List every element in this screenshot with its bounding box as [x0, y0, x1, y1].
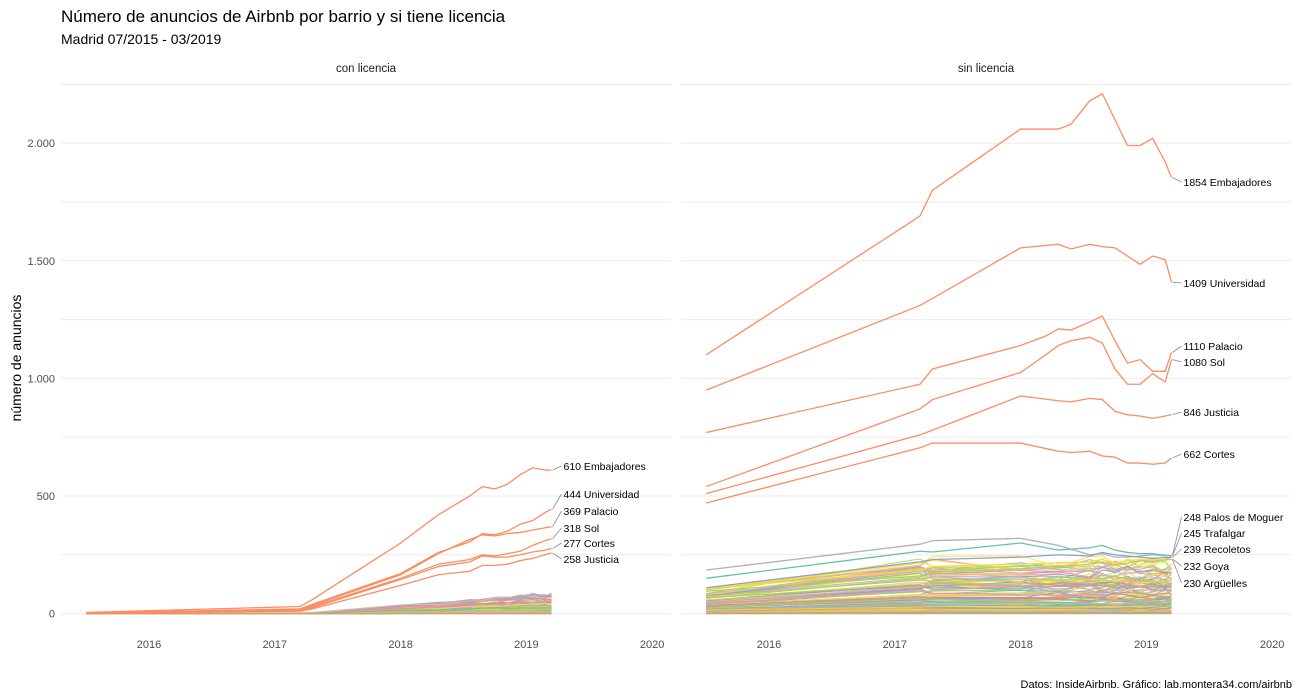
label-leader-line — [552, 552, 562, 560]
strip-con-licencia: con licencia — [336, 63, 397, 75]
end-label: 239 Recoletos — [1184, 544, 1251, 556]
background-series-line — [706, 584, 1172, 604]
strip-sin-licencia: sin licencia — [958, 63, 1015, 75]
grid-layer — [61, 83, 1291, 615]
background-series — [86, 555, 1172, 615]
x-tick-label: 2020 — [1260, 639, 1284, 651]
background-series-line — [86, 594, 552, 614]
x-tick-label: 2016 — [137, 639, 161, 651]
chart-title: Número de anuncios de Airbnb por barrio … — [61, 7, 506, 26]
label-leader-line — [1172, 559, 1182, 584]
series-line-palos-de-moguer — [706, 537, 1172, 571]
series-line-trafalgar — [706, 542, 1172, 579]
background-series-line — [706, 611, 1172, 614]
x-tick-label: 2016 — [757, 639, 781, 651]
series-line-universidad — [705, 243, 1173, 391]
series-line-sol — [86, 538, 552, 614]
label-leader-line — [1172, 532, 1182, 557]
background-series-line — [706, 576, 1172, 599]
label-leader-line — [1172, 177, 1182, 183]
label-leader-line — [1172, 411, 1182, 415]
background-series-line — [706, 592, 1172, 607]
series-line-recoletos — [706, 551, 1172, 589]
label-leader-line — [552, 542, 562, 549]
end-label: 318 Sol — [564, 523, 600, 535]
background-series-line — [706, 557, 1172, 590]
x-tick-label: 2017 — [883, 639, 907, 651]
background-series-line — [706, 596, 1172, 608]
y-tick-label: 1.000 — [27, 373, 55, 385]
chart-caption: Datos: InsideAirbnb. Gráfico: lab.monter… — [1021, 679, 1292, 691]
background-series-line — [706, 606, 1172, 612]
background-series-line — [706, 588, 1172, 605]
background-series-line — [706, 610, 1172, 614]
label-leader-line — [1172, 281, 1182, 284]
label-leader-line — [552, 493, 562, 510]
label-leader-line — [552, 510, 562, 527]
end-label: 662 Cortes — [1184, 449, 1235, 461]
background-series-line — [706, 605, 1172, 611]
series-line-cortes — [86, 547, 552, 614]
label-leader-line — [1172, 453, 1182, 459]
label-leader-line — [1172, 345, 1182, 353]
y-tick-label: 1.500 — [27, 256, 55, 268]
end-label: 610 Embajadores — [564, 461, 646, 473]
y-tick-labels: 0 500 1.000 1.500 2.000 — [27, 138, 55, 620]
series-line-justicia — [705, 395, 1172, 495]
x-tick-label: 2019 — [1134, 639, 1158, 651]
background-series-line — [706, 602, 1172, 611]
end-label: 277 Cortes — [564, 538, 615, 550]
label-leader-line — [1172, 359, 1182, 363]
x-tick-label: 2018 — [1008, 639, 1032, 651]
x-tick-label: 2018 — [388, 639, 412, 651]
end-label: 369 Palacio — [564, 506, 619, 518]
series-line-palacio — [706, 315, 1173, 434]
end-label: 232 Goya — [1184, 561, 1230, 573]
series-line-sol — [705, 336, 1173, 488]
end-label: 1854 Embajadores — [1184, 177, 1272, 189]
end-labels: 610 Embajadores 444 Universidad 369 Palaci… — [552, 177, 1284, 590]
series-line-embajadores — [705, 92, 1173, 356]
end-label: 258 Justicia — [564, 554, 620, 566]
end-label: 1110 Palacio — [1184, 341, 1243, 353]
y-axis-label: número de anuncios — [8, 295, 24, 422]
label-leader-line — [1172, 558, 1182, 567]
background-series-line — [706, 565, 1172, 595]
series-line-embajadores — [86, 467, 552, 614]
end-label: 245 Trafalgar — [1184, 528, 1246, 540]
series-line-argüelles — [706, 558, 1172, 592]
series-line-cortes — [705, 442, 1172, 504]
background-series-line — [706, 578, 1172, 599]
x-tick-label: 2020 — [640, 639, 664, 651]
y-tick-label: 2.000 — [27, 138, 55, 150]
label-leader-line — [1172, 516, 1182, 556]
series-line-goya — [706, 558, 1172, 590]
background-series-line — [706, 573, 1172, 597]
label-leader-line — [552, 465, 562, 471]
y-tick-label: 0 — [49, 609, 55, 621]
background-series-line — [706, 578, 1172, 603]
background-series-line — [706, 581, 1172, 602]
end-label: 846 Justicia — [1184, 407, 1240, 419]
series-line-universidad — [86, 508, 552, 614]
end-label: 1409 Universidad — [1184, 278, 1266, 290]
chart-subtitle: Madrid 07/2015 - 03/2019 — [61, 31, 222, 47]
label-leader-line — [1172, 548, 1182, 558]
background-series-line — [706, 597, 1172, 608]
y-tick-label: 500 — [37, 491, 55, 503]
x-tick-labels: 2016 2017 2018 2019 2020 2016 2017 2018 2019 2020 — [137, 639, 1285, 651]
x-tick-label: 2017 — [263, 639, 287, 651]
series-line-justicia — [86, 552, 552, 614]
end-label: 444 Universidad — [564, 489, 640, 501]
label-leader-line — [552, 527, 562, 540]
end-label: 1080 Sol — [1184, 357, 1225, 369]
end-label: 248 Palos de Moguer — [1184, 512, 1284, 524]
series-line-palacio — [86, 526, 552, 614]
x-tick-label: 2019 — [514, 639, 538, 651]
highlighted-series — [86, 92, 1173, 614]
end-label: 230 Argüelles — [1184, 578, 1248, 590]
